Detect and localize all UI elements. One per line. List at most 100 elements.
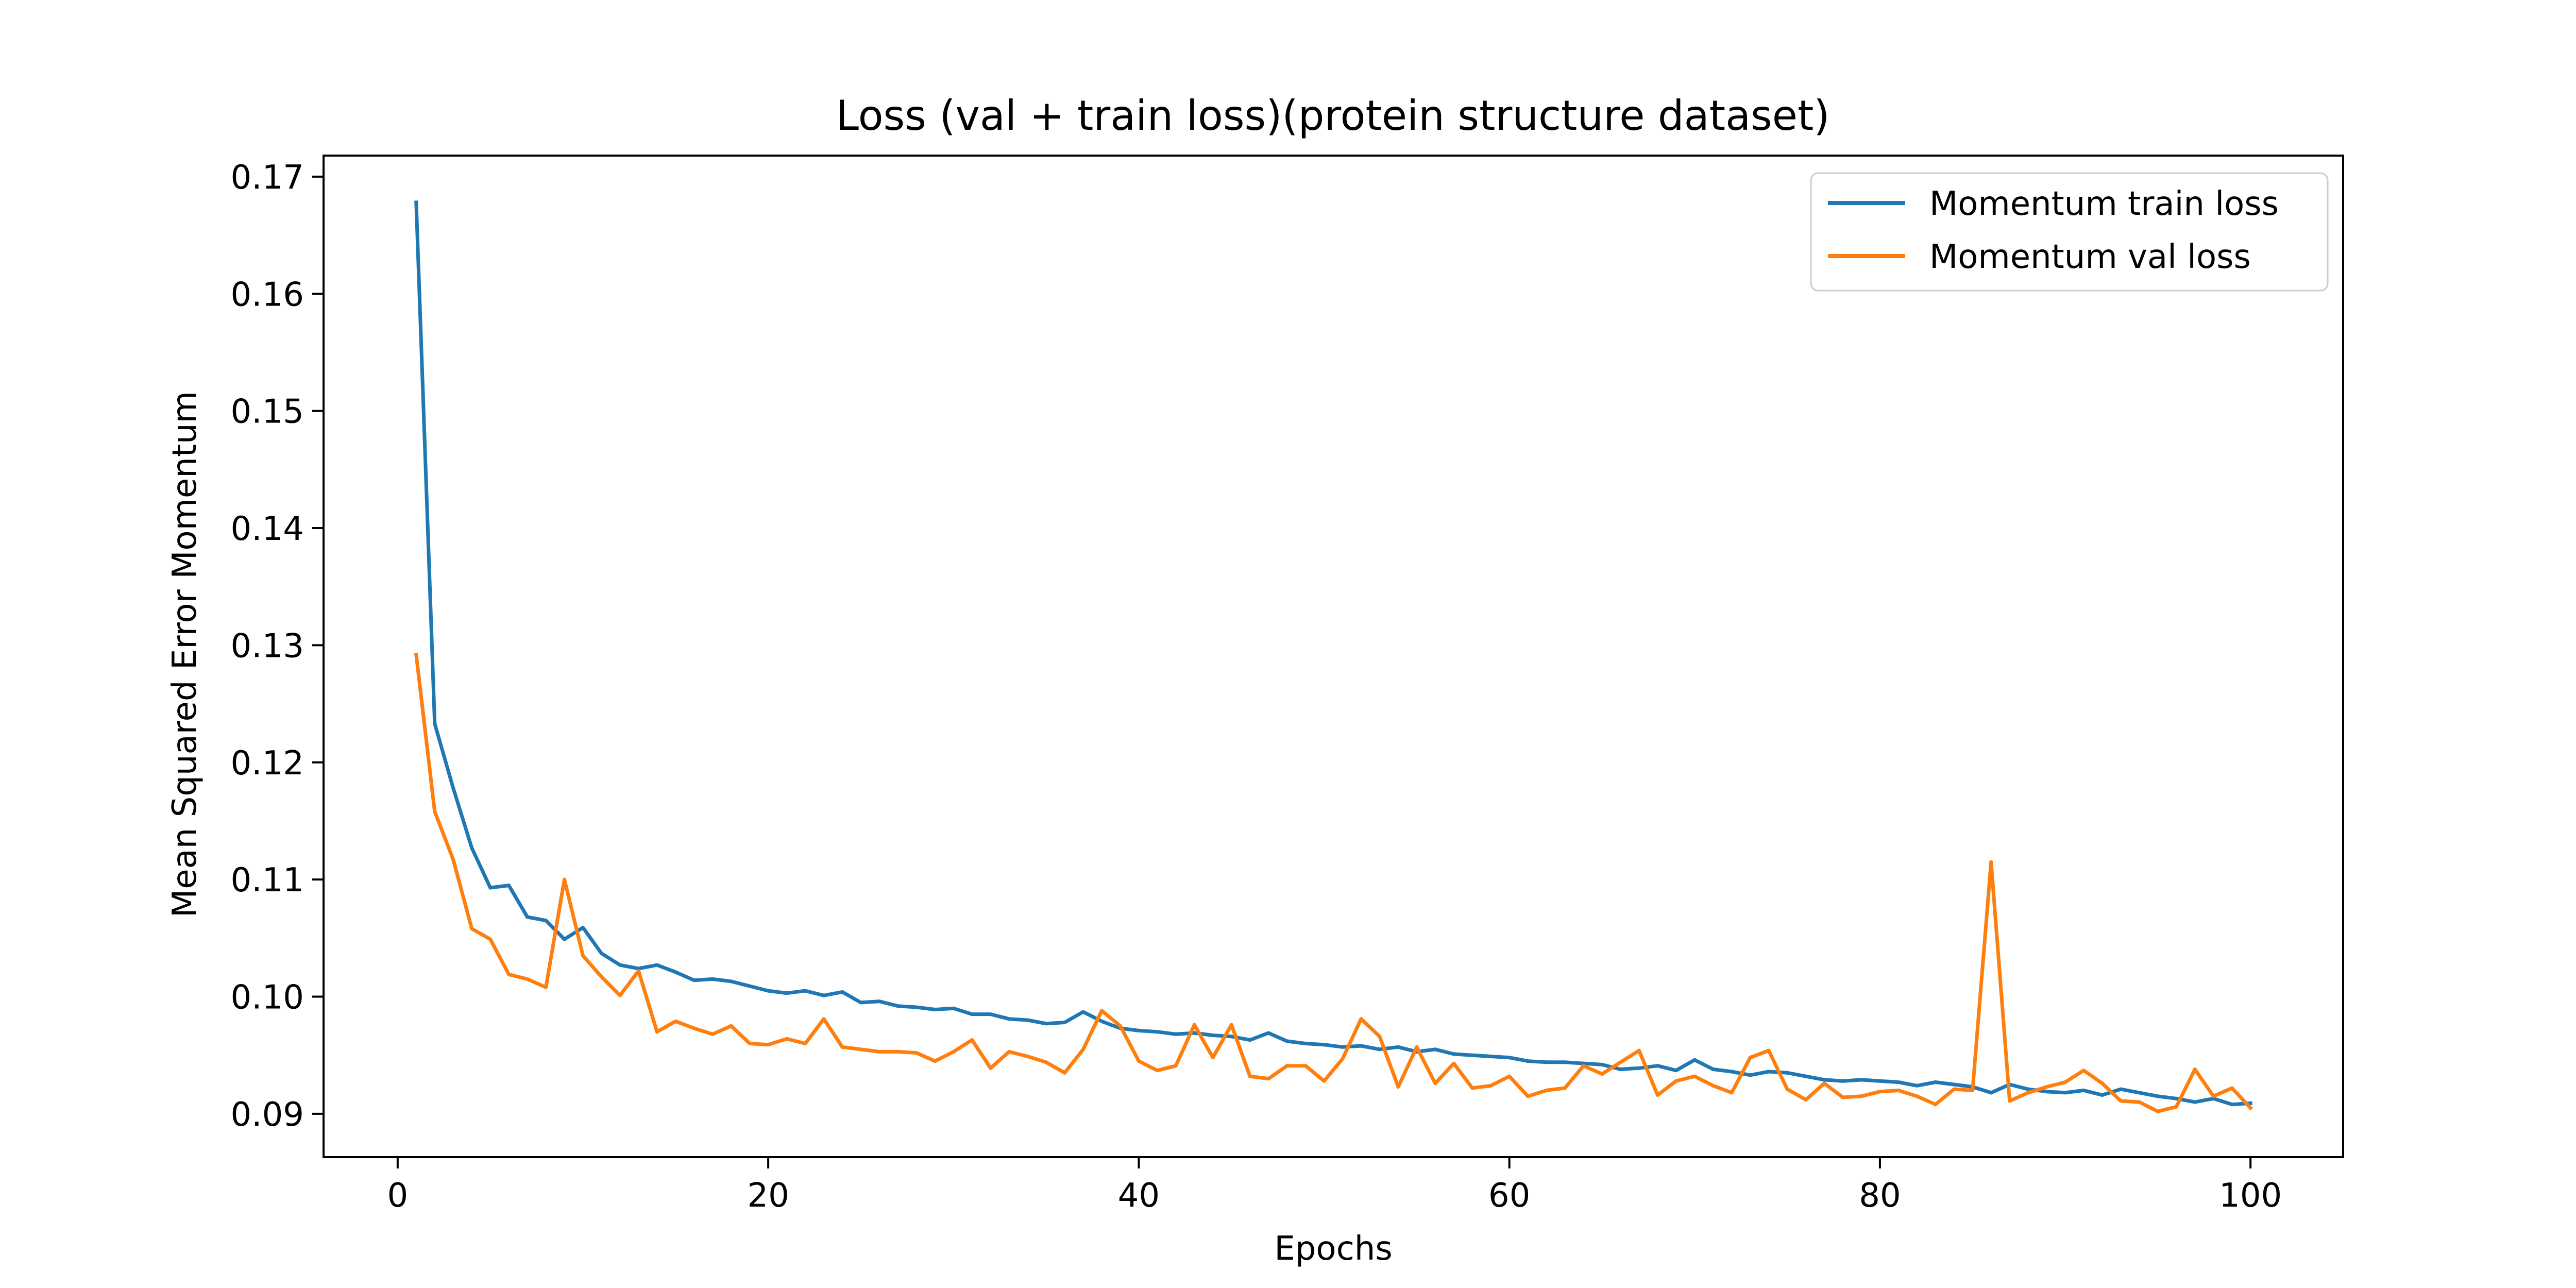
data-point-s1-62 <box>1563 1086 1567 1090</box>
data-point-s1-51 <box>1359 1017 1363 1021</box>
data-point-s0-27 <box>914 1005 919 1009</box>
data-point-s1-0 <box>414 653 418 657</box>
data-point-s0-76 <box>1822 1078 1826 1082</box>
data-point-s0-8 <box>563 937 566 941</box>
data-point-s1-72 <box>1748 1056 1752 1060</box>
data-point-s0-17 <box>729 979 733 984</box>
data-point-s1-33 <box>1026 1055 1030 1058</box>
data-point-s1-10 <box>599 975 603 979</box>
data-point-s0-55 <box>1433 1047 1437 1052</box>
data-point-s0-32 <box>1007 1017 1011 1021</box>
data-point-s0-53 <box>1396 1045 1400 1049</box>
data-point-s0-57 <box>1470 1053 1475 1057</box>
data-point-s1-80 <box>1896 1088 1901 1092</box>
data-point-s1-39 <box>1137 1059 1141 1063</box>
data-point-s1-78 <box>1859 1094 1863 1098</box>
data-point-s1-31 <box>989 1066 993 1070</box>
data-point-s1-2 <box>451 858 455 861</box>
data-point-s0-15 <box>692 978 696 982</box>
data-point-s1-54 <box>1415 1045 1419 1049</box>
data-point-s1-1 <box>433 809 437 814</box>
data-point-s1-30 <box>970 1038 974 1042</box>
data-point-s0-80 <box>1896 1080 1901 1084</box>
data-point-s0-85 <box>1989 1091 1993 1095</box>
data-point-s1-90 <box>2082 1069 2086 1073</box>
data-point-s0-1 <box>433 722 437 726</box>
x-tick-label-0: 0 <box>387 1177 408 1215</box>
data-point-s1-26 <box>896 1049 900 1054</box>
data-point-s0-52 <box>1378 1047 1382 1052</box>
data-point-s1-65 <box>1618 1060 1622 1064</box>
x-axis: 0 20 40 60 80 100 <box>387 1157 2282 1215</box>
y-tick-label-0: 0.09 <box>231 1096 304 1134</box>
x-tick-label-3: 60 <box>1488 1177 1530 1215</box>
data-point-s1-87 <box>2026 1091 2030 1095</box>
data-point-s1-95 <box>2174 1105 2178 1109</box>
data-point-s1-52 <box>1378 1035 1382 1039</box>
data-point-s1-6 <box>526 977 530 981</box>
legend: Momentum train loss Momentum val loss <box>1810 172 2329 292</box>
legend-label-val: Momentum val loss <box>1929 238 2251 276</box>
data-point-s0-99 <box>2248 1101 2252 1105</box>
data-point-s1-4 <box>488 937 493 941</box>
data-point-s0-92 <box>2119 1087 2123 1091</box>
data-point-s0-58 <box>1489 1055 1493 1058</box>
data-point-s1-12 <box>636 969 640 973</box>
data-point-s0-36 <box>1081 1010 1085 1014</box>
data-point-s0-90 <box>2082 1088 2086 1092</box>
series-line-1 <box>414 652 2253 1113</box>
y-tick-label-8: 0.17 <box>231 159 304 197</box>
legend-label-train: Momentum train loss <box>1929 185 2279 223</box>
data-point-s0-41 <box>1174 1032 1178 1036</box>
data-point-s1-37 <box>1100 1009 1104 1013</box>
data-point-s1-46 <box>1266 1077 1270 1081</box>
data-point-s1-11 <box>618 993 622 997</box>
data-point-s0-39 <box>1137 1028 1141 1032</box>
x-tick-label-4: 80 <box>1859 1177 1901 1215</box>
y-tick-label-6: 0.15 <box>231 393 304 431</box>
data-point-s0-0 <box>414 200 418 205</box>
data-point-s0-65 <box>1618 1067 1622 1071</box>
data-point-s1-93 <box>2137 1100 2141 1104</box>
data-point-s1-81 <box>1915 1094 1919 1098</box>
data-point-s0-44 <box>1229 1035 1233 1039</box>
data-point-s1-40 <box>1155 1069 1159 1073</box>
data-point-s0-10 <box>599 951 603 955</box>
data-point-s1-47 <box>1285 1064 1289 1068</box>
data-point-s1-23 <box>840 1045 844 1049</box>
data-point-s0-79 <box>1878 1079 1882 1083</box>
data-point-s0-59 <box>1507 1056 1512 1060</box>
data-point-s0-66 <box>1637 1066 1641 1070</box>
data-point-s1-7 <box>544 985 548 989</box>
data-point-s1-88 <box>2045 1085 2049 1089</box>
data-point-s0-42 <box>1192 1031 1196 1035</box>
data-point-s1-58 <box>1489 1083 1493 1088</box>
data-point-s1-99 <box>2248 1106 2252 1110</box>
data-point-s0-78 <box>1859 1078 1863 1082</box>
data-point-s1-92 <box>2119 1099 2123 1103</box>
data-point-s1-8 <box>563 877 566 882</box>
data-point-s1-91 <box>2100 1081 2104 1086</box>
data-point-s1-63 <box>1582 1064 1585 1068</box>
data-point-s1-70 <box>1711 1083 1715 1088</box>
data-point-s1-73 <box>1767 1048 1771 1053</box>
data-point-s1-21 <box>803 1042 807 1045</box>
data-point-s0-4 <box>488 886 493 890</box>
data-point-s1-83 <box>1952 1087 1956 1091</box>
data-point-s0-94 <box>2156 1094 2160 1098</box>
data-point-s0-91 <box>2100 1093 2104 1097</box>
data-point-s1-17 <box>729 1024 733 1028</box>
data-point-s1-56 <box>1452 1061 1456 1065</box>
data-point-s1-5 <box>507 972 511 976</box>
data-point-s0-88 <box>2045 1090 2049 1094</box>
data-point-s0-83 <box>1952 1082 1956 1087</box>
data-point-s1-74 <box>1785 1087 1789 1091</box>
data-point-s1-16 <box>710 1032 715 1036</box>
data-point-s0-31 <box>989 1012 993 1016</box>
data-point-s0-75 <box>1804 1074 1808 1078</box>
y-axis-label: Mean Squared Error Momentum <box>166 391 204 918</box>
data-point-s0-21 <box>803 989 807 993</box>
data-point-s1-66 <box>1637 1048 1641 1053</box>
data-point-s1-42 <box>1192 1023 1196 1027</box>
